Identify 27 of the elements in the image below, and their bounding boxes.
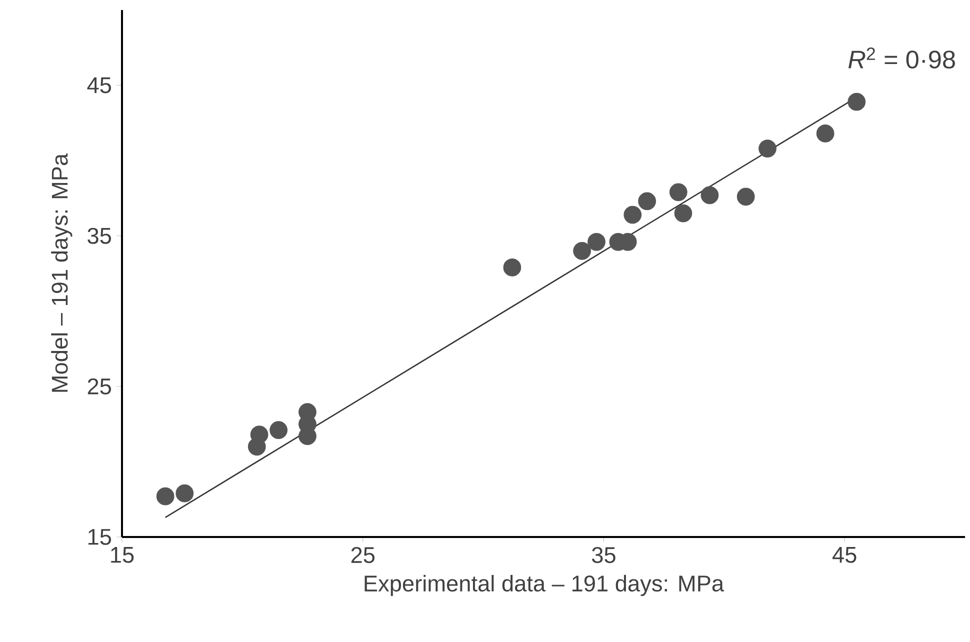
point xyxy=(176,484,194,502)
point xyxy=(588,232,606,251)
x-tick-label: 45 xyxy=(832,547,856,563)
point xyxy=(674,204,692,222)
x-tick-label: 25 xyxy=(351,547,375,564)
point xyxy=(700,186,719,204)
point xyxy=(848,92,866,111)
point xyxy=(270,421,288,440)
point xyxy=(250,426,268,444)
annotation: R$^{2}$ = 0·98 xyxy=(848,48,955,69)
point xyxy=(503,258,522,276)
y-axis-title: Model – 191 days: MPa xyxy=(51,153,72,392)
x-axis-title: Experimental data – 191 days: MPa xyxy=(364,574,724,596)
point xyxy=(816,124,834,142)
point xyxy=(638,192,656,210)
y-tick-label: 25 xyxy=(88,378,111,394)
y-tick-label: 15 xyxy=(88,529,111,545)
point xyxy=(669,183,688,202)
point xyxy=(758,140,776,158)
point xyxy=(156,487,174,506)
point xyxy=(624,206,642,224)
point xyxy=(736,188,755,206)
y-tick-label: 45 xyxy=(87,77,111,94)
point xyxy=(573,242,591,260)
x-tick-label: 35 xyxy=(592,547,616,564)
y-tick-label: 35 xyxy=(88,228,111,244)
x-tick-label: 15 xyxy=(111,547,134,563)
